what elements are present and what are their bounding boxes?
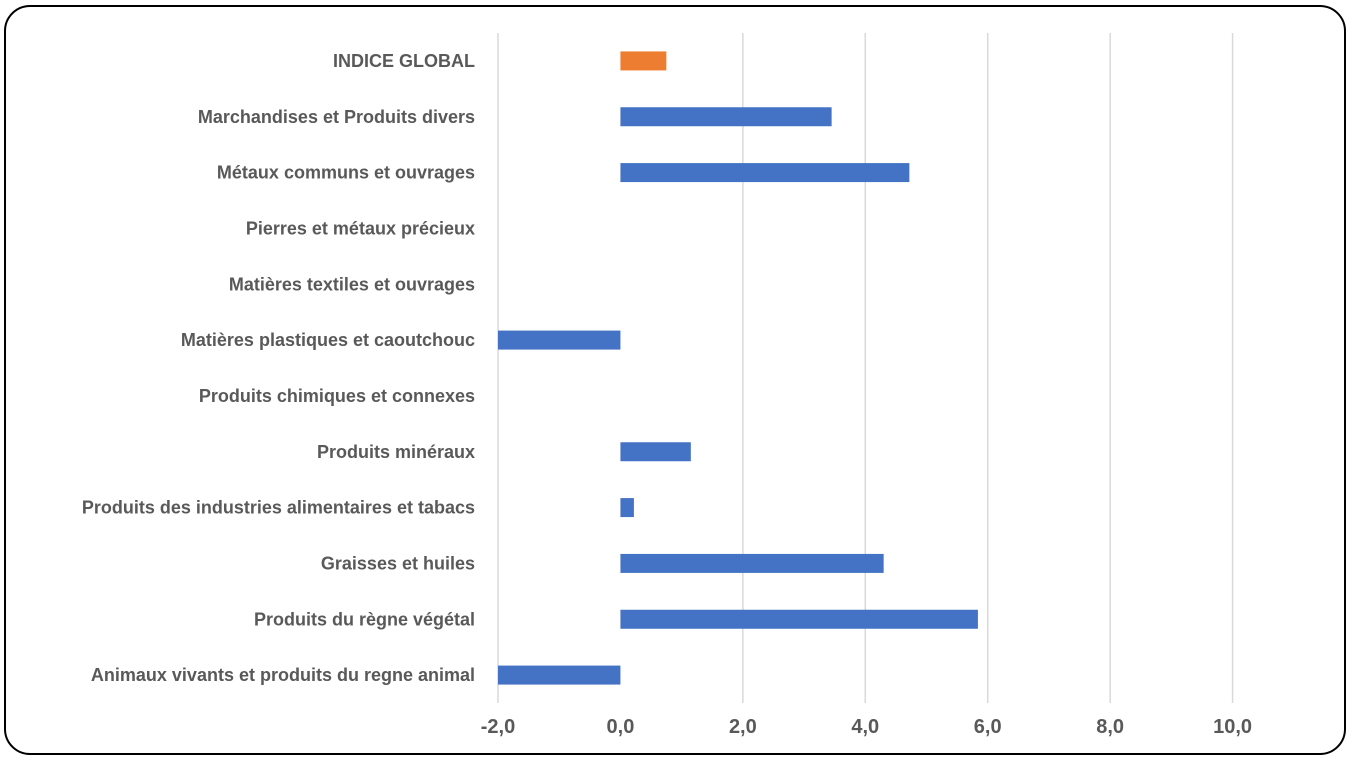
bar	[498, 665, 621, 685]
bar	[620, 609, 978, 629]
bar	[620, 163, 910, 183]
x-tick-label: 4,0	[851, 716, 879, 738]
x-tick-label: 0,0	[607, 716, 635, 738]
x-tick-labels: -2,0 0,0 2,0 4,0 6,0 8,0 10,0	[481, 716, 1252, 738]
category-label: Matières plastiques et caoutchouc	[181, 330, 475, 350]
category-label: Matières textiles et ouvrages	[229, 274, 475, 294]
bars	[498, 51, 978, 685]
x-tick-label: 2,0	[729, 716, 757, 738]
bar	[620, 553, 884, 573]
x-tick-label: 10,0	[1213, 716, 1252, 738]
chart-frame	[4, 5, 1346, 755]
bar	[498, 330, 621, 350]
bar	[620, 442, 691, 462]
category-label: Métaux communs et ouvrages	[217, 163, 475, 183]
x-tick-label: 8,0	[1096, 716, 1124, 738]
category-label: INDICE GLOBAL	[333, 51, 475, 71]
category-label: Produits du règne végétal	[254, 609, 475, 629]
category-label: Graisses et huiles	[321, 553, 475, 573]
x-tick-label: -2,0	[481, 716, 515, 738]
category-label: Pierres et métaux précieux	[246, 218, 475, 238]
category-label: Produits minéraux	[317, 442, 475, 462]
bar	[620, 51, 667, 71]
category-labels: INDICE GLOBAL Marchandises et Produits di…	[82, 51, 475, 685]
x-tick-label: 6,0	[974, 716, 1002, 738]
category-label: Produits des industries alimentaires et …	[82, 498, 475, 518]
bar	[620, 498, 634, 518]
category-label: Marchandises et Produits divers	[198, 107, 475, 127]
gridlines	[497, 33, 1234, 703]
bar	[620, 107, 832, 127]
category-label: Animaux vivants et produits du regne ani…	[91, 665, 475, 685]
category-label: Produits chimiques et connexes	[199, 386, 475, 406]
